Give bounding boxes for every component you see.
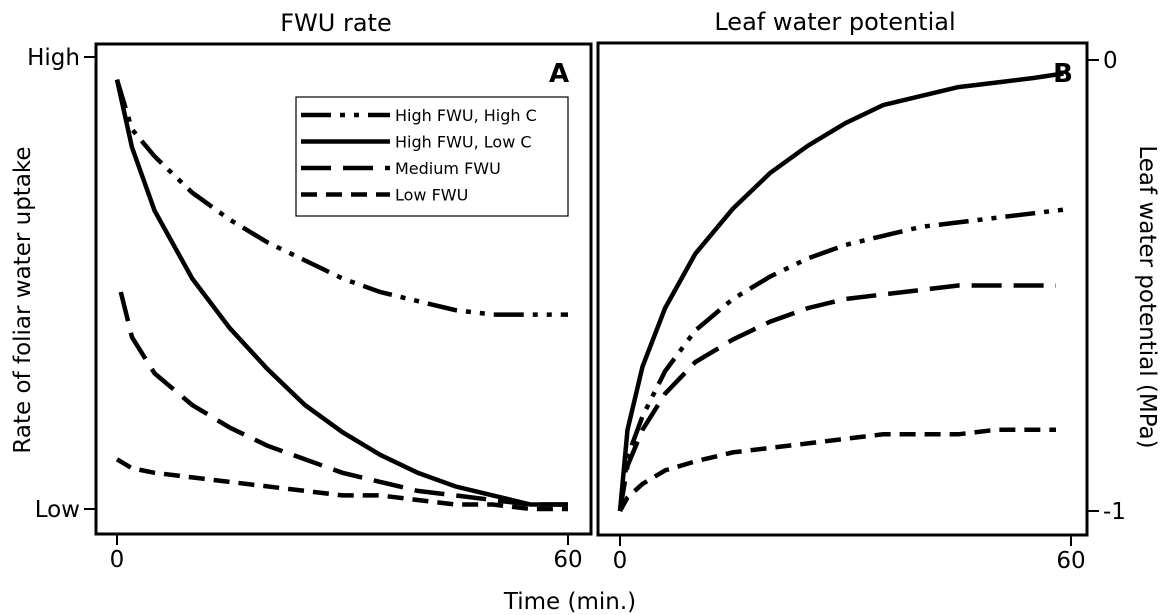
panel-b-frame	[596, 41, 1089, 537]
panel-b-title: Leaf water potential	[714, 8, 955, 36]
panel-b: Leaf water potential B Leaf water potent…	[596, 8, 1160, 574]
panel-a-lines	[114, 78, 568, 512]
panel-b-line-low-fwu	[618, 427, 1056, 513]
panel-a-line-high-fwu-high-c	[114, 78, 568, 317]
panel-a-letter: A	[549, 59, 569, 89]
panel-b-x-tick-label: 0	[613, 548, 628, 574]
panel-a-ticks: 0 60 High Low	[27, 45, 583, 573]
panel-a-line-low-fwu	[115, 457, 568, 512]
panel-b-y-axis-label: Leaf water potential (MPa)	[1134, 145, 1160, 448]
panel-b-ticks: 0 60 0 -1	[613, 48, 1126, 574]
panel-b-y-tick-label: 0	[1103, 48, 1118, 74]
panel-a-line-medium-fwu	[118, 291, 568, 507]
legend-label-medium-fwu: Medium FWU	[395, 159, 501, 178]
legend-label-high-fwu-low-c: High FWU, Low C	[395, 133, 532, 152]
legend: High FWU, High C High FWU, Low C Medium FW…	[295, 96, 569, 217]
panel-a-title: FWU rate	[280, 9, 391, 37]
panel-b-line-medium-fwu	[617, 283, 1056, 512]
panel-b-lines	[617, 71, 1072, 513]
panel-b-line-high-fwu-low-c	[617, 71, 1064, 512]
panel-a-y-tick-label: Low	[35, 497, 80, 523]
panel-a: FWU rate A Rate of foliar water uptake 0…	[10, 9, 593, 573]
panel-a-x-tick-label: 60	[553, 547, 582, 573]
panel-a-line-high-fwu-low-c	[114, 79, 568, 507]
panel-b-y-tick-label: -1	[1103, 499, 1126, 525]
panel-a-y-axis-label: Rate of foliar water uptake	[10, 146, 36, 453]
legend-label-high-fwu-high-c: High FWU, High C	[395, 106, 537, 125]
panel-a-frame	[94, 42, 593, 536]
panel-a-y-tick-label: High	[27, 45, 80, 71]
x-axis-label: Time (min.)	[503, 589, 636, 615]
legend-label-low-fwu: Low FWU	[395, 186, 468, 205]
panel-a-x-tick-label: 0	[110, 547, 125, 573]
panel-b-x-tick-label: 60	[1056, 548, 1085, 574]
